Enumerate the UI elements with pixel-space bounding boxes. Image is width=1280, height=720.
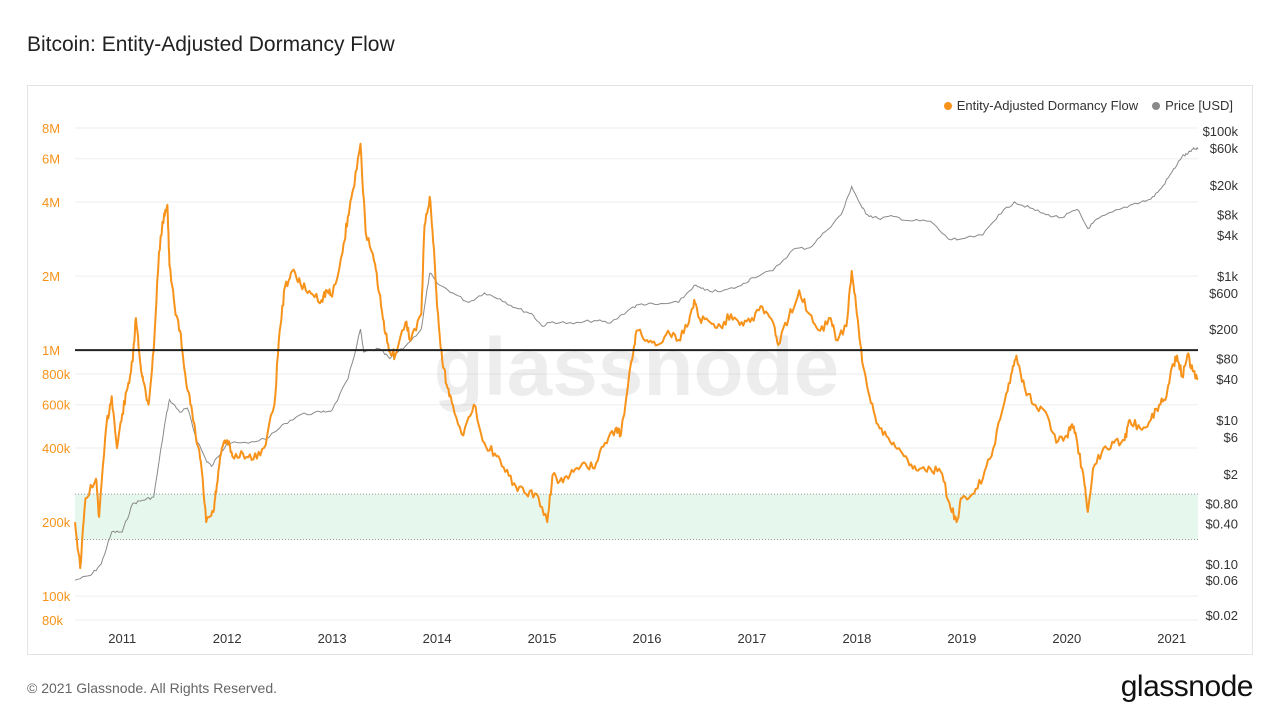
- left-tick-label-10: 80k: [42, 613, 63, 628]
- right-tick-label-3: $8k: [1217, 208, 1238, 223]
- left-tick-label-2: 4M: [42, 195, 60, 210]
- dormancy-flow-line: [74, 142, 1199, 570]
- legend-item-price[interactable]: Price [USD]: [1152, 97, 1233, 113]
- left-tick-label-5: 800k: [42, 367, 71, 382]
- x-tick-label-2015: 2015: [528, 631, 557, 646]
- right-tick-label-13: $0.80: [1205, 496, 1238, 511]
- watermark: glassnode: [434, 322, 840, 413]
- x-tick-label-2011: 2011: [108, 631, 136, 646]
- legend-item-dormancy[interactable]: Entity-Adjusted Dormancy Flow: [943, 97, 1139, 114]
- left-tick-label-8: 200k: [42, 515, 71, 530]
- legend-label-price: Price [USD]: [1165, 98, 1233, 114]
- legend[interactable]: Entity-Adjusted Dormancy Flow Price [USD…: [943, 97, 1233, 114]
- x-tick-label-2018: 2018: [842, 631, 871, 646]
- x-tick-label-2016: 2016: [633, 631, 662, 646]
- right-tick-label-12: $2: [1224, 467, 1238, 482]
- left-tick-label-3: 2M: [42, 269, 60, 284]
- chart-frame: [27, 85, 1253, 655]
- green-band: [75, 494, 1198, 540]
- x-tick-label-2021: 2021: [1157, 631, 1186, 646]
- right-tick-label-5: $1k: [1217, 269, 1238, 284]
- right-tick-label-9: $40: [1216, 372, 1238, 387]
- right-tick-label-15: $0.10: [1205, 557, 1238, 572]
- right-tick-label-7: $200: [1209, 322, 1238, 337]
- x-tick-label-2017: 2017: [737, 631, 766, 646]
- footer-copyright: © 2021 Glassnode. All Rights Reserved.: [27, 680, 278, 696]
- right-tick-label-11: $6: [1224, 430, 1238, 445]
- left-tick-label-6: 600k: [42, 398, 71, 413]
- right-tick-label-2: $20k: [1210, 178, 1239, 193]
- x-tick-label-2012: 2012: [213, 631, 242, 646]
- right-tick-label-4: $4k: [1217, 228, 1238, 243]
- right-tick-label-1: $60k: [1210, 141, 1239, 156]
- right-tick-label-8: $80: [1216, 352, 1238, 367]
- right-tick-label-16: $0.06: [1205, 573, 1238, 588]
- x-tick-label-2013: 2013: [318, 631, 347, 646]
- left-tick-label-1: 6M: [42, 152, 60, 167]
- right-tick-label-14: $0.40: [1205, 517, 1238, 532]
- x-tick-label-2014: 2014: [423, 631, 452, 646]
- right-tick-label-6: $600: [1209, 286, 1238, 301]
- left-tick-label-4: 1M: [42, 343, 60, 358]
- page-title: Bitcoin: Entity-Adjusted Dormancy Flow: [27, 33, 395, 56]
- legend-label-dormancy: Entity-Adjusted Dormancy Flow: [956, 98, 1139, 114]
- left-tick-label-7: 400k: [42, 441, 71, 456]
- x-tick-label-2019: 2019: [947, 631, 976, 646]
- x-tick-label-2020: 2020: [1052, 631, 1081, 646]
- left-tick-label-0: 8M: [42, 121, 60, 136]
- left-tick-label-9: 100k: [42, 589, 71, 604]
- right-tick-label-0: $100k: [1203, 124, 1239, 139]
- right-tick-label-17: $0.02: [1205, 608, 1238, 623]
- right-tick-label-10: $10: [1216, 413, 1238, 428]
- footer-logo[interactable]: glassnode: [1120, 670, 1254, 703]
- dormancy-legend-dot-icon: [943, 101, 952, 110]
- price-line: [74, 146, 1199, 581]
- price-legend-dot-icon: [1152, 101, 1161, 110]
